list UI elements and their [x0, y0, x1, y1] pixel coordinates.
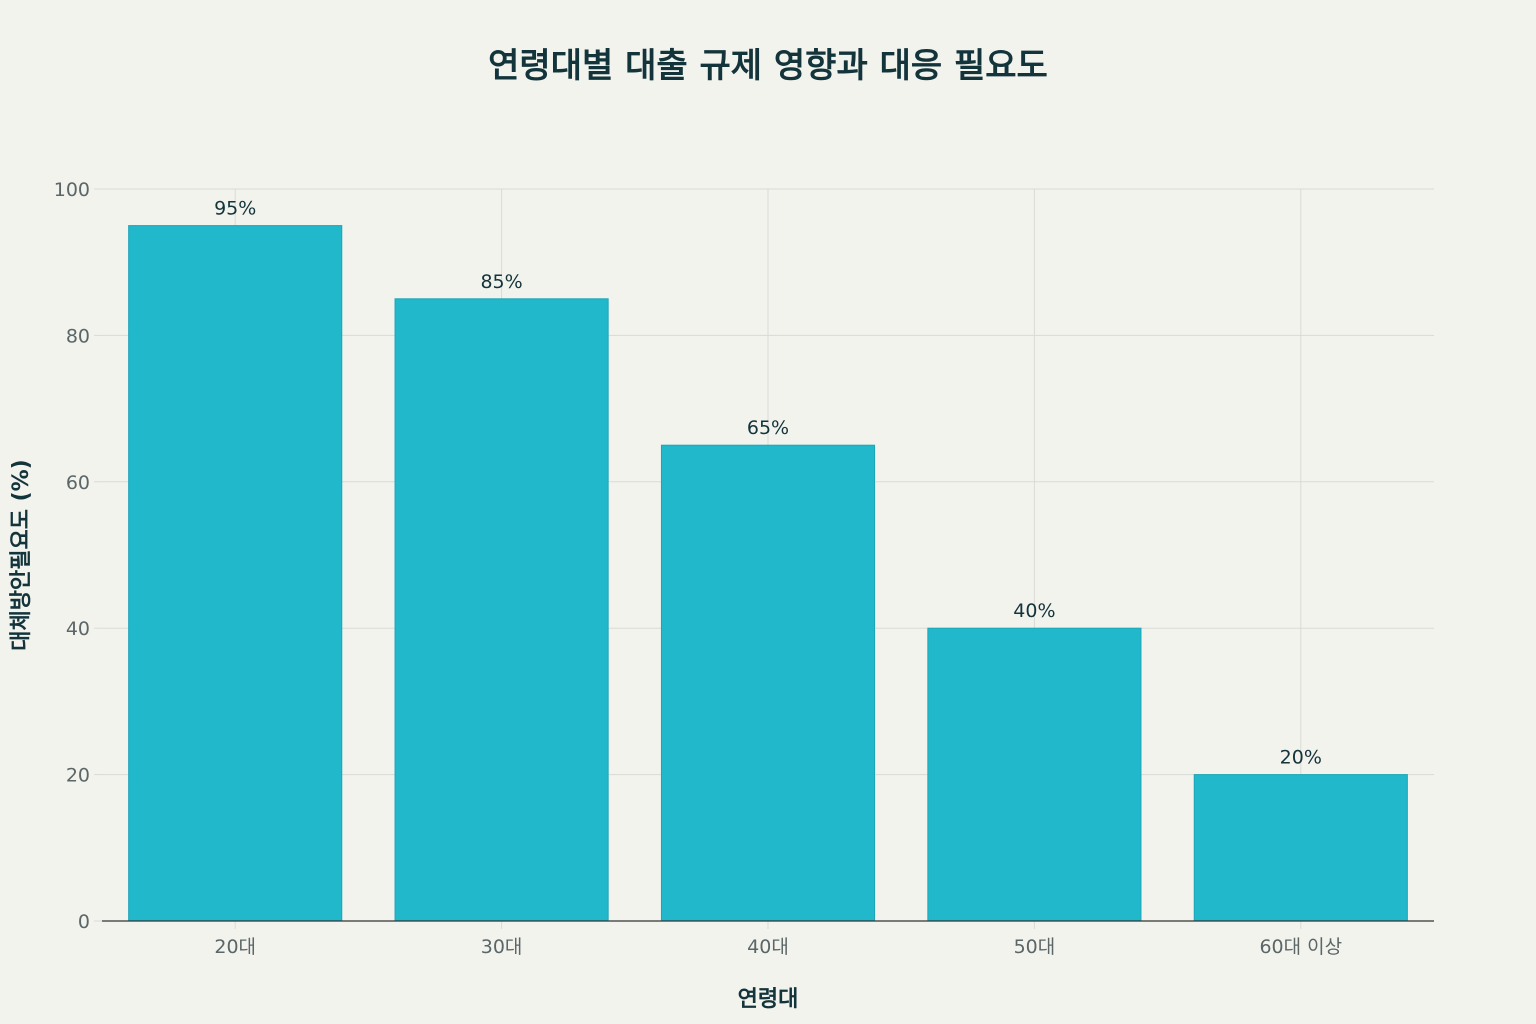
data-label: 65%: [747, 417, 789, 439]
data-label: 20%: [1280, 747, 1322, 769]
y-axis-title: 대체방안필요도 (%): [9, 459, 34, 651]
data-label: 40%: [1013, 600, 1055, 622]
data-label: 85%: [480, 271, 522, 293]
axes: [102, 920, 1434, 929]
y-tick-label: 40: [66, 618, 90, 640]
bar: [128, 225, 343, 922]
y-tick-label: 60: [66, 472, 90, 494]
labels: 0 20 40 60 80 100 95% 20대 85% 30대 65% 40대 40% 50대 20% 6…: [54, 179, 1342, 958]
y-tick-label: 0: [78, 911, 90, 933]
x-tick-label: 50대: [1014, 936, 1056, 958]
x-tick-label: 20대: [214, 936, 256, 958]
bar: [927, 627, 1142, 922]
x-tick-label: 60대 이상: [1259, 936, 1342, 958]
bar: [394, 298, 609, 922]
bars: [128, 225, 1408, 922]
x-tick-label: 30대: [481, 936, 523, 958]
bar: [660, 444, 876, 922]
data-label: 95%: [214, 198, 256, 220]
x-tick-label: 40대: [747, 936, 789, 958]
chart-title: 연령대별 대출 규제 영향과 대응 필요도: [488, 46, 1048, 86]
x-axis-title: 연령대: [738, 987, 799, 1012]
y-tick-label: 20: [66, 765, 90, 787]
y-tick-label: 80: [66, 325, 90, 347]
y-tick-label: 100: [54, 179, 90, 201]
bar: [1193, 774, 1408, 922]
